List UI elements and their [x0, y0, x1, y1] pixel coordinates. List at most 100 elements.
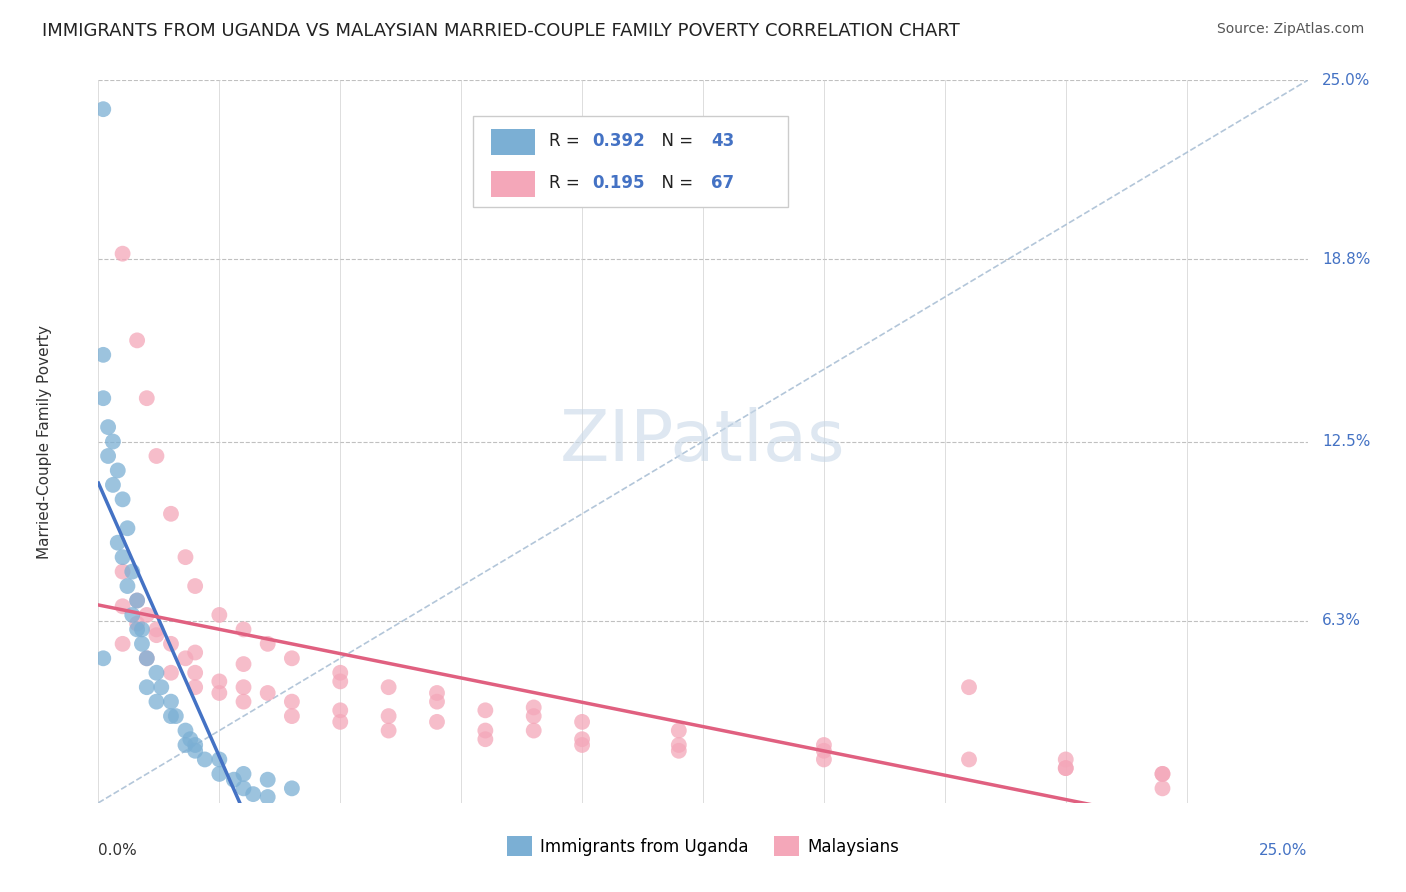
Point: [174, 723, 197, 738]
Point: [174, 738, 197, 752]
Point: [256, 790, 278, 805]
FancyBboxPatch shape: [474, 117, 787, 207]
Point: [377, 680, 399, 694]
Point: [256, 637, 278, 651]
Text: N =: N =: [651, 174, 699, 192]
FancyBboxPatch shape: [492, 128, 534, 154]
Point: [111, 550, 134, 565]
Point: [232, 657, 254, 671]
Point: [127, 623, 149, 637]
Point: [571, 732, 593, 747]
Point: [208, 767, 231, 781]
Text: 12.5%: 12.5%: [1322, 434, 1371, 449]
Text: Married-Couple Family Poverty: Married-Couple Family Poverty: [37, 325, 52, 558]
Point: [174, 550, 197, 565]
Point: [194, 752, 217, 766]
Point: [813, 738, 835, 752]
Point: [135, 651, 157, 665]
Point: [957, 752, 980, 766]
Point: [184, 665, 207, 680]
Point: [208, 686, 231, 700]
Point: [232, 781, 254, 796]
Text: 25.0%: 25.0%: [1260, 843, 1308, 857]
Point: [232, 695, 254, 709]
Point: [91, 102, 114, 116]
Point: [131, 637, 153, 651]
Point: [184, 744, 207, 758]
Point: [127, 593, 149, 607]
Text: IMMIGRANTS FROM UGANDA VS MALAYSIAN MARRIED-COUPLE FAMILY POVERTY CORRELATION CH: IMMIGRANTS FROM UGANDA VS MALAYSIAN MARR…: [42, 22, 960, 40]
Point: [131, 623, 153, 637]
Point: [160, 709, 183, 723]
Point: [281, 781, 304, 796]
Text: 0.392: 0.392: [592, 132, 644, 150]
Point: [1054, 761, 1077, 775]
Point: [281, 651, 304, 665]
Point: [111, 637, 134, 651]
Point: [121, 607, 143, 622]
Point: [242, 787, 264, 801]
Text: 18.8%: 18.8%: [1322, 252, 1371, 267]
Point: [150, 680, 173, 694]
Point: [107, 463, 129, 477]
Point: [127, 593, 149, 607]
Point: [1054, 752, 1077, 766]
Text: N =: N =: [651, 132, 699, 150]
Point: [329, 665, 352, 680]
Text: 25.0%: 25.0%: [1322, 73, 1371, 87]
Point: [1054, 761, 1077, 775]
Point: [145, 628, 167, 642]
Point: [101, 478, 124, 492]
Text: R =: R =: [550, 174, 585, 192]
Point: [184, 646, 207, 660]
Point: [91, 391, 114, 405]
Point: [127, 334, 149, 348]
Point: [208, 607, 231, 622]
Point: [111, 492, 134, 507]
Point: [145, 695, 167, 709]
Point: [117, 579, 139, 593]
Point: [523, 700, 546, 714]
Point: [184, 738, 207, 752]
Point: [160, 637, 183, 651]
Point: [377, 723, 399, 738]
Text: 0.195: 0.195: [592, 174, 644, 192]
Point: [135, 391, 157, 405]
Point: [97, 420, 120, 434]
Point: [377, 709, 399, 723]
Point: [160, 665, 183, 680]
Point: [101, 434, 124, 449]
Text: 43: 43: [711, 132, 735, 150]
Point: [184, 680, 207, 694]
Point: [208, 674, 231, 689]
Point: [813, 744, 835, 758]
Point: [107, 535, 129, 549]
Point: [232, 623, 254, 637]
Point: [208, 752, 231, 766]
Point: [145, 665, 167, 680]
Point: [135, 607, 157, 622]
Point: [91, 651, 114, 665]
Point: [523, 723, 546, 738]
Point: [1152, 781, 1174, 796]
Point: [256, 686, 278, 700]
Point: [222, 772, 245, 787]
Point: [145, 449, 167, 463]
Text: 67: 67: [711, 174, 734, 192]
Point: [135, 651, 157, 665]
Point: [179, 732, 201, 747]
Text: R =: R =: [550, 132, 585, 150]
Point: [127, 616, 149, 631]
Text: 0.0%: 0.0%: [98, 843, 138, 857]
Point: [91, 348, 114, 362]
Point: [329, 674, 352, 689]
Text: 6.3%: 6.3%: [1322, 613, 1361, 628]
Point: [813, 752, 835, 766]
Point: [145, 623, 167, 637]
Point: [174, 651, 197, 665]
Point: [160, 695, 183, 709]
Point: [668, 723, 690, 738]
Point: [571, 738, 593, 752]
Point: [97, 449, 120, 463]
Point: [571, 714, 593, 729]
